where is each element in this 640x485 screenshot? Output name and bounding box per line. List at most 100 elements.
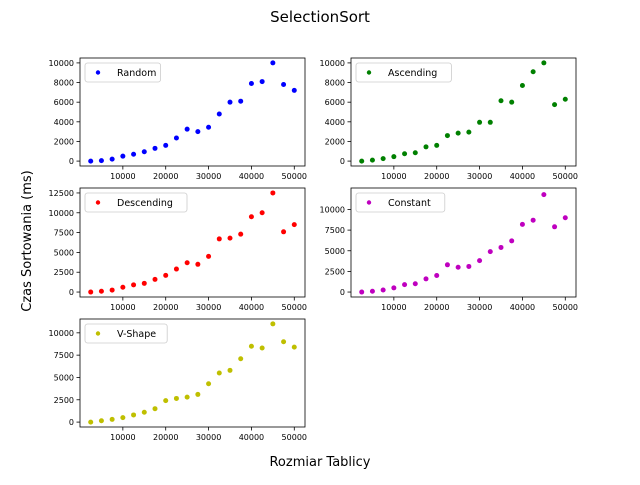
data-point — [380, 287, 386, 293]
data-point — [141, 409, 147, 415]
data-point — [88, 158, 94, 164]
data-point — [238, 231, 244, 237]
data-point — [402, 282, 408, 288]
data-point — [173, 135, 179, 141]
legend-marker — [95, 331, 101, 336]
y-tick-label: 2000 — [54, 137, 74, 146]
data-point — [248, 343, 254, 349]
legend: Random — [84, 62, 161, 83]
data-point — [184, 126, 190, 132]
data-point — [270, 321, 276, 327]
y-tick-label: 5000 — [54, 373, 74, 382]
data-point — [434, 273, 440, 279]
data-point — [238, 98, 244, 104]
y-tick-label: 2500 — [54, 396, 74, 405]
x-tick-label: 50000 — [553, 303, 578, 312]
y-tick-label: 12500 — [49, 189, 74, 198]
legend-marker — [366, 70, 372, 75]
y-tick-label: 5000 — [54, 248, 74, 257]
x-tick-label: 30000 — [467, 303, 492, 312]
data-point — [369, 157, 375, 163]
subplot-v-shape: 10000 20000 30000 40000 50000 0 2500 5000 7500 10… — [49, 318, 307, 442]
figure-title: SelectionSort — [270, 8, 370, 26]
y-tick-label: 10000 — [49, 59, 74, 68]
data-point — [552, 224, 558, 230]
data-point — [434, 142, 440, 148]
data-point — [109, 156, 115, 162]
legend: Descending — [84, 192, 188, 213]
data-point — [369, 288, 375, 294]
x-tick-label: 50000 — [282, 303, 307, 312]
y-tick-label: 4000 — [325, 118, 345, 127]
legend-label: Random — [117, 68, 156, 79]
data-point — [184, 394, 190, 400]
data-point — [477, 258, 483, 264]
x-tick-label: 30000 — [196, 433, 221, 442]
data-point — [173, 266, 179, 272]
data-point — [291, 222, 297, 228]
x-tick-label: 50000 — [553, 172, 578, 181]
y-tick-label: 0 — [340, 157, 345, 166]
y-tick-label: 10000 — [49, 329, 74, 338]
data-point — [412, 150, 418, 156]
data-point — [270, 190, 276, 196]
legend-box — [355, 62, 452, 83]
data-point — [455, 264, 461, 270]
data-point — [455, 130, 461, 136]
data-point — [412, 281, 418, 287]
x-tick-label: 40000 — [510, 172, 535, 181]
data-point — [259, 79, 265, 85]
data-point — [248, 81, 254, 87]
data-point — [195, 129, 201, 135]
data-point — [206, 381, 212, 387]
data-point — [281, 229, 287, 235]
data-point — [281, 339, 287, 345]
plot-area — [350, 57, 577, 167]
data-point — [216, 236, 222, 242]
y-tick-label: 7500 — [54, 351, 74, 360]
data-point — [562, 215, 568, 221]
data-point — [88, 419, 94, 425]
x-tick-label: 30000 — [467, 172, 492, 181]
data-point — [98, 288, 104, 294]
x-tick-label: 20000 — [153, 172, 178, 181]
data-point — [184, 260, 190, 266]
y-tick-label: 10000 — [49, 209, 74, 218]
data-point — [163, 272, 169, 278]
x-tick-label: 10000 — [110, 303, 135, 312]
data-point — [562, 96, 568, 102]
data-point — [444, 133, 450, 139]
data-point — [423, 144, 429, 150]
x-tick-label: 10000 — [381, 303, 406, 312]
y-tick-label: 10000 — [320, 59, 345, 68]
legend-marker — [95, 70, 101, 75]
x-tick-label: 20000 — [153, 433, 178, 442]
legend-label: V-Shape — [117, 329, 156, 340]
legend-box — [84, 192, 188, 213]
data-point — [206, 253, 212, 259]
data-point — [98, 158, 104, 164]
data-point — [216, 370, 222, 376]
data-point — [141, 149, 147, 155]
y-tick-label: 7500 — [325, 226, 345, 235]
legend-label: Descending — [117, 198, 173, 209]
y-tick-label: 10000 — [320, 205, 345, 214]
x-tick-label: 40000 — [239, 303, 264, 312]
x-tick-label: 10000 — [110, 172, 135, 181]
data-point — [227, 367, 233, 373]
y-tick-label: 0 — [69, 288, 74, 297]
data-point — [281, 82, 287, 88]
subplot-descending: 10000 20000 30000 40000 50000 0 2500 5000 7500 10… — [49, 187, 307, 312]
data-point — [152, 145, 158, 151]
data-point — [423, 276, 429, 282]
data-point — [173, 395, 179, 401]
data-point — [530, 69, 536, 75]
data-point — [466, 129, 472, 135]
legend-box — [355, 192, 446, 213]
data-point — [216, 111, 222, 117]
data-point — [259, 345, 265, 351]
y-tick-label: 2500 — [54, 268, 74, 277]
data-point — [541, 60, 547, 66]
data-point — [238, 356, 244, 362]
